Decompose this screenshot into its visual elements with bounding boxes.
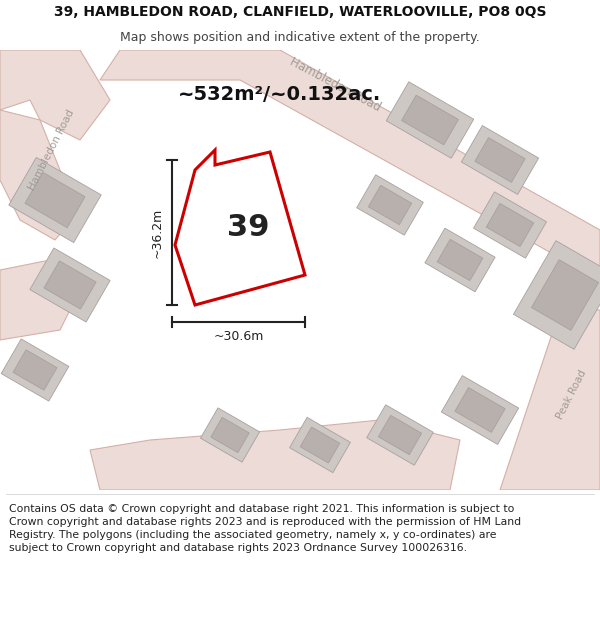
Polygon shape: [9, 158, 101, 242]
Text: ~36.2m: ~36.2m: [151, 208, 164, 258]
Polygon shape: [475, 138, 525, 182]
Polygon shape: [13, 350, 57, 390]
Polygon shape: [90, 420, 460, 490]
Polygon shape: [300, 427, 340, 463]
Polygon shape: [386, 82, 474, 158]
Polygon shape: [379, 416, 422, 454]
Polygon shape: [175, 150, 305, 305]
Text: ~30.6m: ~30.6m: [214, 330, 263, 343]
Text: Hambledon Road: Hambledon Road: [287, 56, 383, 114]
Text: 39: 39: [227, 214, 269, 243]
Polygon shape: [356, 175, 424, 235]
Polygon shape: [100, 50, 600, 280]
Polygon shape: [290, 418, 350, 472]
Polygon shape: [0, 260, 80, 340]
Polygon shape: [200, 408, 260, 462]
Polygon shape: [25, 173, 85, 228]
Text: Peak Road: Peak Road: [555, 369, 589, 421]
Text: Hambledon Road: Hambledon Road: [28, 108, 77, 192]
Polygon shape: [500, 310, 600, 490]
Polygon shape: [473, 192, 547, 258]
Polygon shape: [30, 248, 110, 322]
Polygon shape: [437, 239, 483, 281]
Polygon shape: [211, 418, 249, 452]
Text: Map shows position and indicative extent of the property.: Map shows position and indicative extent…: [120, 31, 480, 44]
Polygon shape: [461, 126, 539, 194]
Polygon shape: [368, 186, 412, 224]
Polygon shape: [44, 261, 96, 309]
Text: 39, HAMBLEDON ROAD, CLANFIELD, WATERLOOVILLE, PO8 0QS: 39, HAMBLEDON ROAD, CLANFIELD, WATERLOOV…: [54, 6, 546, 19]
Polygon shape: [367, 405, 433, 465]
Polygon shape: [401, 95, 458, 145]
Polygon shape: [1, 339, 69, 401]
Polygon shape: [0, 50, 110, 140]
Text: Contains OS data © Crown copyright and database right 2021. This information is : Contains OS data © Crown copyright and d…: [9, 504, 521, 553]
Polygon shape: [486, 203, 534, 247]
Polygon shape: [532, 260, 599, 330]
Polygon shape: [514, 241, 600, 349]
Text: ~532m²/~0.132ac.: ~532m²/~0.132ac.: [178, 86, 381, 104]
Polygon shape: [455, 388, 505, 432]
Polygon shape: [425, 228, 495, 292]
Polygon shape: [0, 110, 80, 240]
Polygon shape: [442, 376, 518, 444]
